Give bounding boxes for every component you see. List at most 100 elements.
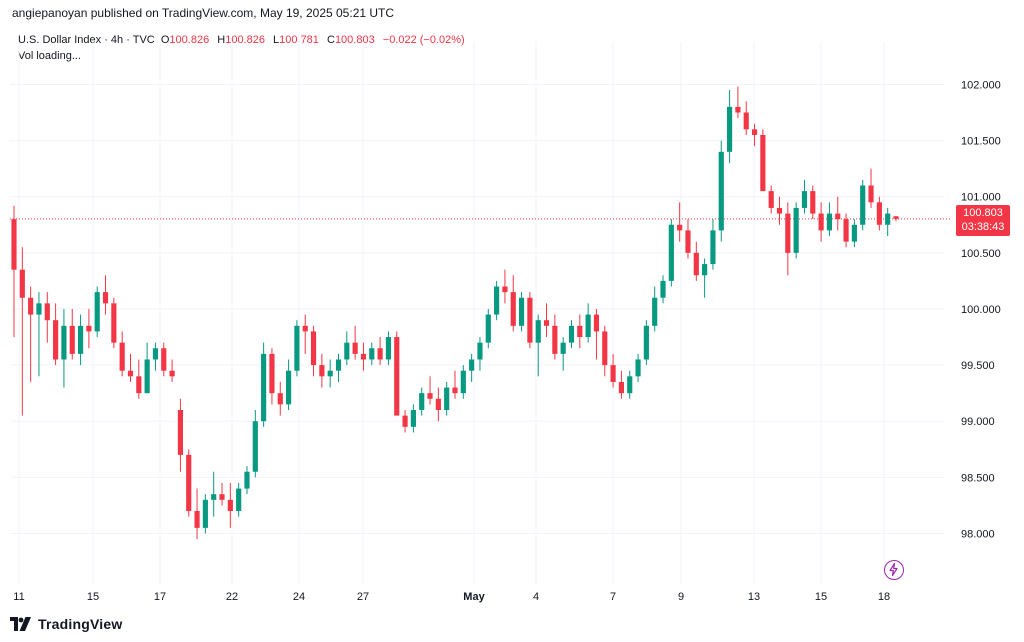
- candle: [502, 269, 508, 304]
- candle: [194, 488, 200, 540]
- candle: [211, 471, 217, 517]
- candle: [236, 482, 242, 517]
- candle-body: [768, 191, 774, 208]
- candle-body: [552, 325, 558, 354]
- candle: [552, 314, 558, 360]
- candle: [28, 286, 34, 382]
- candle-body: [327, 370, 333, 377]
- candle-body: [94, 292, 100, 332]
- candle-body: [28, 297, 34, 315]
- candle: [44, 292, 50, 343]
- candle: [377, 337, 383, 366]
- candle-body: [219, 494, 225, 500]
- candle: [127, 353, 134, 382]
- candle: [652, 286, 658, 332]
- candle: [161, 342, 167, 377]
- candle: [793, 202, 799, 259]
- candle-body: [244, 471, 250, 489]
- candle-body: [810, 191, 816, 214]
- candle: [685, 219, 691, 259]
- candle-body: [735, 106, 741, 113]
- volume-status: Vol loading...: [18, 50, 81, 62]
- candle-body: [801, 191, 808, 208]
- candle-body: [186, 454, 192, 512]
- candle-body: [460, 370, 466, 394]
- candle: [801, 179, 808, 214]
- candle-body: [785, 213, 791, 253]
- candle-body: [136, 376, 142, 394]
- candle-body: [677, 224, 683, 231]
- candle: [818, 202, 824, 242]
- candle-body: [643, 325, 649, 360]
- candle-body: [119, 342, 125, 371]
- candle: [677, 202, 683, 242]
- time-tick-label: 7: [610, 591, 616, 603]
- last-price-tag: 100.803 03:38:43: [956, 205, 1010, 236]
- candle: [186, 449, 192, 517]
- candle: [735, 86, 741, 119]
- candle-body: [369, 348, 375, 360]
- candle: [69, 308, 75, 360]
- bolt-icon[interactable]: [884, 560, 904, 580]
- candle-body: [577, 325, 583, 338]
- candle: [543, 303, 550, 338]
- candle: [668, 219, 674, 287]
- candle-body: [635, 359, 641, 377]
- candle: [585, 303, 591, 343]
- candle: [876, 196, 882, 231]
- candle: [810, 185, 816, 220]
- candle: [710, 219, 716, 270]
- high-label: H: [217, 34, 226, 46]
- candle: [385, 331, 392, 366]
- candle-body: [11, 219, 17, 270]
- candle: [518, 292, 525, 332]
- candle-body: [169, 370, 175, 377]
- candle-body: [818, 213, 824, 231]
- candle: [702, 258, 708, 298]
- candle-body: [344, 342, 350, 360]
- candle-body: [593, 314, 600, 332]
- candle: [660, 275, 666, 304]
- time-tick-label: 27: [357, 591, 369, 603]
- candle-body: [111, 303, 117, 343]
- change-value: −0.022 (−0.02%): [382, 34, 465, 46]
- candle-body: [19, 269, 25, 298]
- candle: [102, 275, 109, 315]
- candle-body: [302, 325, 308, 332]
- candle-body: [760, 134, 766, 192]
- tradingview-brand[interactable]: TradingView: [10, 616, 122, 632]
- candle: [310, 325, 317, 377]
- candle: [693, 241, 699, 281]
- candle: [53, 303, 59, 366]
- candle-body: [410, 410, 416, 427]
- symbol-name[interactable]: U.S. Dollar Index · 4h · TVC: [18, 34, 155, 46]
- candle-body: [610, 365, 616, 382]
- candle: [568, 320, 575, 349]
- candle: [835, 196, 841, 231]
- candle-body: [893, 216, 899, 219]
- candle-body: [152, 348, 159, 360]
- candle-body: [194, 511, 200, 528]
- candle-body: [710, 230, 716, 265]
- price-tick-label: 98.500: [961, 472, 995, 484]
- high-value: 100.826: [225, 34, 265, 46]
- candle-body: [618, 381, 624, 394]
- candle: [344, 331, 350, 366]
- tradingview-logo-icon: [10, 617, 31, 631]
- candle-body: [568, 325, 575, 343]
- candle-body: [360, 353, 367, 360]
- time-tick-label: 13: [748, 591, 760, 603]
- candle-body: [751, 129, 758, 135]
- candle: [360, 342, 367, 371]
- time-tick-label: 4: [533, 591, 539, 603]
- candle-body: [419, 393, 425, 410]
- candle: [269, 348, 275, 405]
- candle-body: [477, 342, 483, 360]
- candle: [302, 314, 308, 354]
- candle: [760, 129, 766, 192]
- candle: [635, 353, 641, 382]
- time-tick-label: 9: [678, 591, 684, 603]
- candle-body: [851, 224, 857, 242]
- candle: [868, 168, 874, 208]
